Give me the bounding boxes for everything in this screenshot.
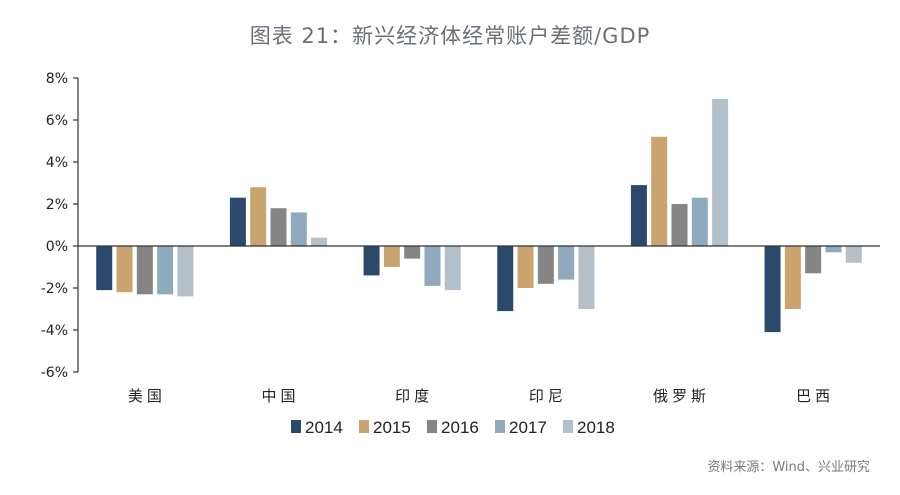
- x-category-label: 巴西: [796, 387, 834, 405]
- y-tick-label: 8%: [46, 71, 68, 87]
- legend-label: 2015: [373, 418, 411, 437]
- bar-2018: [578, 246, 595, 309]
- legend-swatch: [427, 420, 437, 433]
- x-axis: 美国 中国 印度 印尼 俄罗斯 巴西: [78, 245, 880, 405]
- bar-2014: [630, 185, 647, 246]
- x-category-label: 印尼: [529, 387, 567, 405]
- bar-2015: [784, 246, 801, 309]
- bar-2018: [444, 246, 461, 291]
- bar-2017: [825, 246, 842, 253]
- bar-2016: [404, 246, 421, 259]
- y-tick-label: 6%: [46, 113, 68, 129]
- y-tick-label: 4%: [46, 155, 68, 171]
- legend-swatch: [359, 420, 369, 433]
- bar-2017: [157, 246, 174, 295]
- bar-2018: [311, 237, 328, 246]
- bar-2017: [424, 246, 441, 286]
- bar-2014: [497, 246, 514, 312]
- bar-2016: [136, 246, 153, 295]
- bar-2018: [177, 246, 194, 297]
- y-tick-label: 2%: [46, 197, 68, 213]
- bar-2015: [383, 246, 400, 267]
- bar-2014: [363, 246, 380, 276]
- x-category-label: 俄罗斯: [653, 387, 710, 405]
- bar-2014: [229, 197, 246, 246]
- bars-group: [96, 99, 862, 333]
- bar-2017: [691, 197, 708, 246]
- bar-2015: [651, 136, 668, 246]
- bar-2014: [764, 246, 781, 333]
- bar-2014: [96, 246, 113, 291]
- bar-2016: [537, 246, 554, 284]
- legend-label: 2017: [509, 418, 547, 437]
- bar-2016: [671, 204, 688, 246]
- bar-2015: [517, 246, 534, 288]
- bar-2015: [250, 187, 267, 246]
- bar-2017: [558, 246, 575, 280]
- legend-swatch: [291, 420, 301, 433]
- y-tick-label: 0%: [46, 239, 68, 255]
- source-note: 资料来源：Wind、兴业研究: [707, 460, 870, 475]
- bar-2017: [290, 212, 307, 246]
- y-tick-label: -2%: [41, 281, 68, 297]
- x-category-label: 美国: [128, 387, 166, 405]
- bar-2018: [845, 246, 862, 263]
- y-axis: -6% -4% -2% 0% 2% 4% 6% 8%: [41, 71, 79, 381]
- y-tick-label: -4%: [41, 323, 68, 339]
- legend-label: 2016: [441, 418, 479, 437]
- legend: 2014 2015 2016 2017 2018: [291, 418, 615, 437]
- x-category-label: 印度: [395, 387, 433, 405]
- bar-2016: [805, 246, 822, 274]
- y-tick-label: -6%: [41, 365, 68, 381]
- bar-2018: [712, 99, 729, 246]
- bar-2015: [116, 246, 133, 293]
- legend-swatch: [495, 420, 505, 433]
- bar-2016: [270, 208, 287, 246]
- legend-label: 2014: [305, 418, 343, 437]
- chart-title: 图表 21：新兴经济体经常账户差额/GDP: [249, 24, 651, 48]
- legend-label: 2018: [577, 418, 615, 437]
- legend-swatch: [563, 420, 573, 433]
- x-category-label: 中国: [261, 387, 299, 405]
